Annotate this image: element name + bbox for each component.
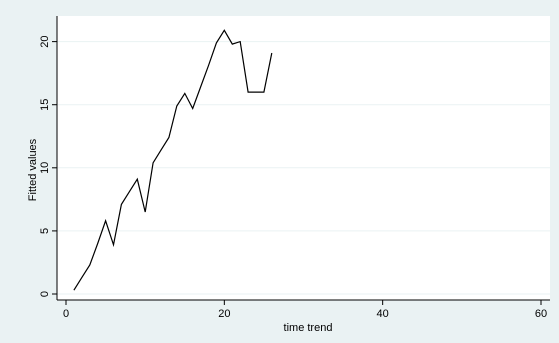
axes: 0 5 10 15 20 0 20 40 60 bbox=[39, 16, 550, 320]
y-tick-label-10: 10 bbox=[39, 162, 51, 174]
y-tick-label-15: 15 bbox=[39, 99, 51, 111]
y-tick-label-20: 20 bbox=[39, 35, 51, 47]
y-tick-label-5: 5 bbox=[39, 228, 51, 234]
gridlines bbox=[57, 41, 550, 295]
plot-area bbox=[57, 16, 550, 300]
x-tick-label-60: 60 bbox=[535, 308, 547, 320]
x-axis-title: time trend bbox=[284, 322, 333, 334]
series-layer bbox=[73, 29, 273, 291]
series-line-0 bbox=[73, 29, 273, 291]
x-tick-label-40: 40 bbox=[377, 308, 389, 320]
x-tick-label-0: 0 bbox=[63, 308, 69, 320]
y-axis-title: Fitted values bbox=[27, 138, 39, 201]
y-tick-label-0: 0 bbox=[39, 291, 51, 297]
x-tick-label-20: 20 bbox=[218, 308, 230, 320]
